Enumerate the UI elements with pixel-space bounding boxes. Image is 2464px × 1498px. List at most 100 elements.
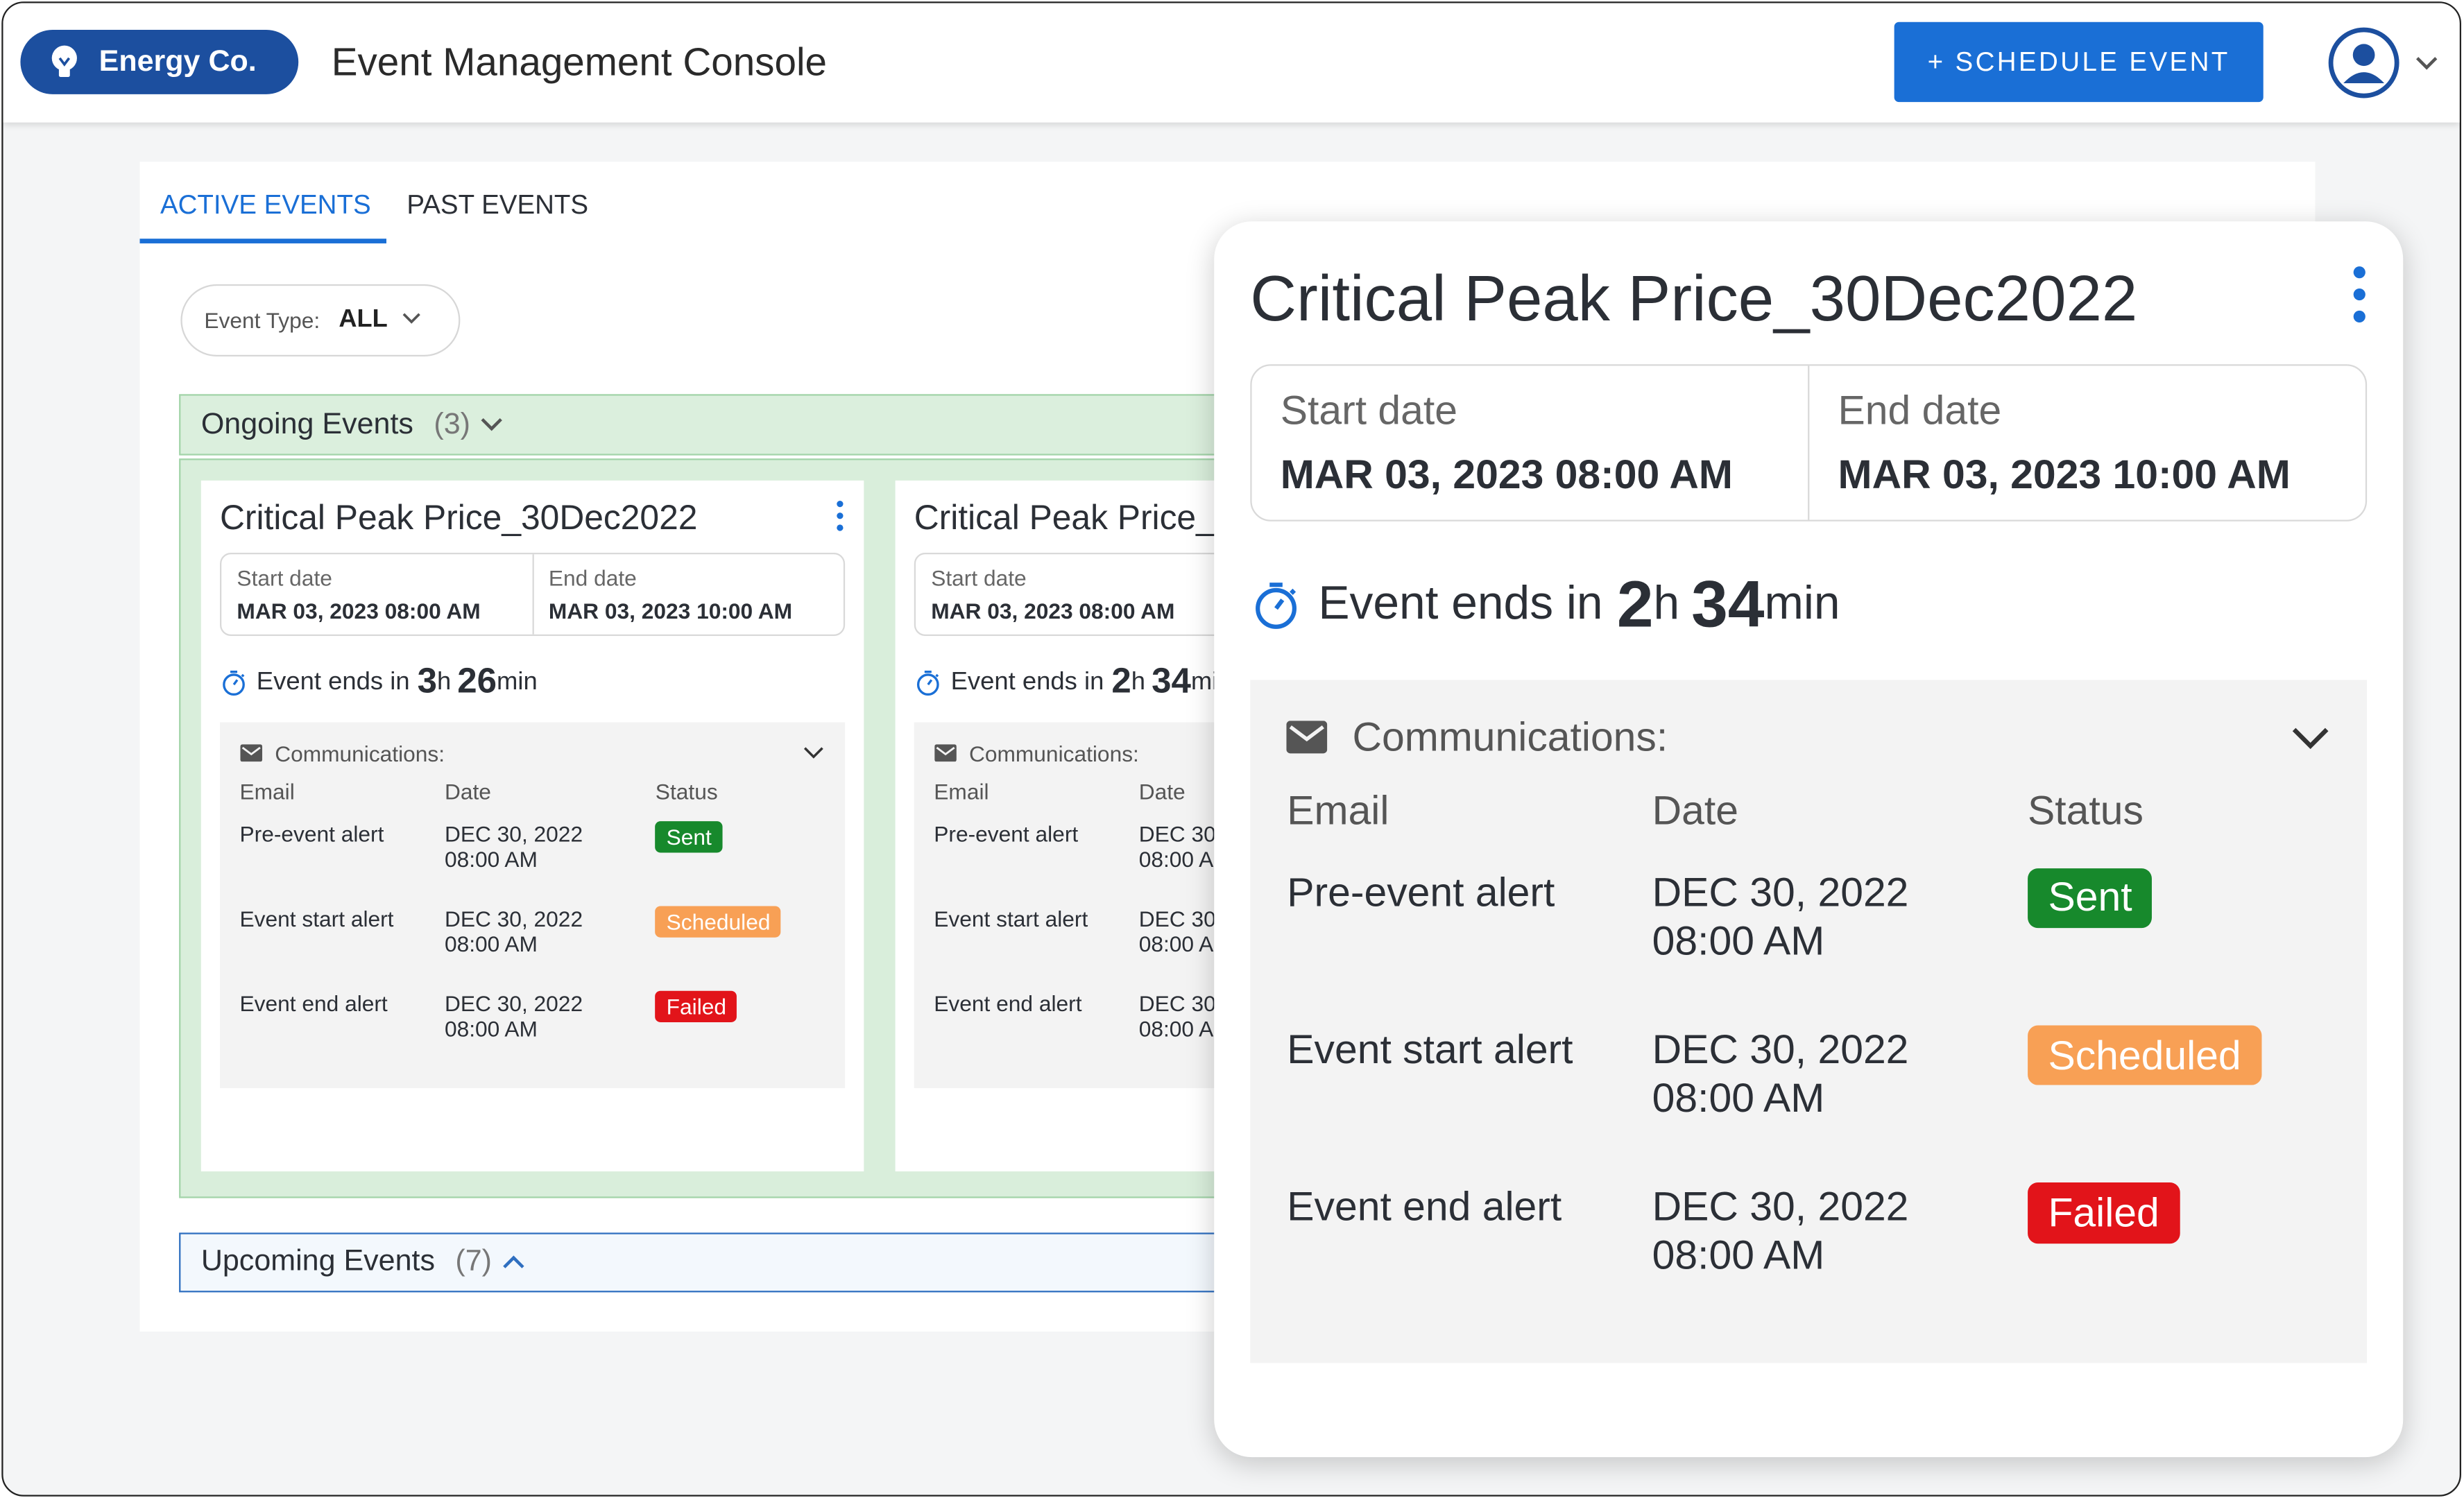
countdown: Event ends in 2 h 34 min bbox=[914, 662, 1539, 703]
column-header: Status bbox=[655, 778, 718, 804]
time: 08:00 AM bbox=[444, 1015, 538, 1041]
status-badge: Scheduled bbox=[655, 906, 782, 938]
status-badge: Sent bbox=[655, 821, 723, 854]
countdown-unit: min bbox=[1764, 578, 1840, 631]
group-count: (3) bbox=[434, 407, 470, 441]
timer-icon bbox=[914, 669, 951, 696]
time: 08:00 AM bbox=[1652, 1073, 1825, 1121]
send-date: DEC 30, 2022 08:00 AM bbox=[1652, 1182, 2028, 1339]
event-type-filter[interactable]: Event Type: ALL bbox=[180, 284, 461, 356]
date-label: End date bbox=[548, 566, 637, 592]
date-value: MAR 03, 2023 10:00 AM bbox=[1838, 449, 2291, 497]
schedule-button[interactable]: + SCHEDULE EVENT bbox=[1894, 21, 2264, 103]
status-cell: Failed bbox=[2028, 1182, 2330, 1339]
communications: Communications: Email Date Status Pre-event … bbox=[1250, 680, 2368, 1364]
date: DEC 30, 2022 bbox=[1652, 1024, 1909, 1072]
status-cell: Scheduled bbox=[2028, 1024, 2330, 1182]
communications-label: Communications: bbox=[968, 740, 1139, 766]
more-menu[interactable] bbox=[836, 499, 845, 537]
countdown-prefix: Event ends in bbox=[1318, 578, 1603, 631]
chevron bbox=[503, 1255, 524, 1268]
date-field: End date MAR 03, 2023 10:00 AM bbox=[1808, 366, 2365, 519]
date-box: Start date MAR 03, 2023 08:00 AM End date M… bbox=[219, 553, 846, 637]
date-value: MAR 03, 2023 08:00 AM bbox=[1280, 449, 1733, 497]
app-title: Event Management Console bbox=[331, 40, 828, 85]
date-value: MAR 03, 2023 10:00 AM bbox=[548, 599, 793, 624]
email-type: Event start alert bbox=[239, 906, 394, 931]
event-card: Critical Peak Price_30Dec2022 Start date M… bbox=[200, 480, 864, 1172]
communications-title: Communications: bbox=[1287, 713, 1668, 761]
timer-icon bbox=[1250, 580, 1318, 631]
card-header: Critical Peak Price_30Dec2022 bbox=[1250, 253, 2367, 347]
date: DEC 30, 2022 bbox=[1652, 1182, 1909, 1230]
countdown: Event ends in 3 h 26 min bbox=[220, 662, 845, 703]
date-value: MAR 03, 2023 08:00 AM bbox=[237, 599, 481, 624]
time: 08:00 AM bbox=[444, 846, 538, 872]
date-value: MAR 03, 2023 08:00 AM bbox=[931, 599, 1175, 624]
chevron bbox=[803, 746, 825, 759]
email-type: Event end alert bbox=[1287, 1182, 1562, 1230]
brand[interactable]: Energy Co. bbox=[20, 30, 299, 94]
email-type: Event start alert bbox=[1287, 1024, 1573, 1072]
communications-header[interactable]: Communications: bbox=[239, 740, 825, 766]
status-cell: Scheduled bbox=[655, 906, 825, 990]
communications-header[interactable]: Communications: bbox=[1287, 713, 2330, 761]
column-header: Date bbox=[1138, 778, 1186, 804]
status-cell: Failed bbox=[655, 990, 825, 1075]
communications-label: Communications: bbox=[1352, 713, 1668, 761]
date: DEC 30, 2022 bbox=[444, 990, 583, 1016]
card-header: Critical Peak Price_30Dec2022 bbox=[220, 493, 845, 544]
column-headers: Email Date Status bbox=[240, 779, 825, 804]
user-menu[interactable] bbox=[2328, 25, 2441, 101]
chevron bbox=[402, 313, 420, 324]
email-type: Pre-event alert bbox=[934, 821, 1079, 847]
email-type: Event end alert bbox=[934, 990, 1082, 1016]
countdown-unit: h bbox=[1131, 667, 1145, 696]
column-header: Email bbox=[934, 778, 989, 804]
send-date: DEC 30, 2022 08:00 AM bbox=[445, 821, 656, 906]
tab-active[interactable]: ACTIVE EVENTS bbox=[160, 189, 371, 220]
countdown-unit: h bbox=[436, 667, 452, 696]
tab[interactable]: PAST EVENTS bbox=[407, 189, 589, 220]
countdown-unit: min bbox=[497, 667, 538, 696]
chevron bbox=[2289, 725, 2330, 750]
status-cell: Sent bbox=[2028, 868, 2330, 1025]
date: DEC 30, 2022 bbox=[444, 821, 583, 847]
send-date: DEC 30, 2022 08:00 AM bbox=[1652, 868, 2028, 1025]
event-detail-popup: Critical Peak Price_30Dec2022 Start date M… bbox=[1214, 221, 2404, 1458]
brand-name: Energy Co. bbox=[99, 44, 257, 78]
group-label: Ongoing Events bbox=[200, 407, 413, 441]
filter-value: ALL bbox=[339, 306, 388, 334]
column-header: Date bbox=[1652, 786, 1738, 834]
communications-header[interactable]: Communications: bbox=[934, 741, 1519, 766]
countdown-hours: 2 bbox=[1111, 662, 1131, 701]
countdown-prefix: Event ends in bbox=[950, 667, 1104, 696]
date: DEC 30, 2022 bbox=[1652, 868, 1909, 915]
status-cell: Sent bbox=[655, 821, 825, 906]
group-count: (7) bbox=[455, 1245, 493, 1279]
countdown-unit: h bbox=[1653, 578, 1680, 631]
communications-label: Communications: bbox=[275, 740, 445, 766]
group-label: Upcoming Events bbox=[200, 1245, 435, 1279]
status-badge: Failed bbox=[2028, 1182, 2180, 1243]
time: 08:00 AM bbox=[1652, 1230, 1825, 1278]
countdown-prefix: Event ends in bbox=[256, 667, 410, 696]
column-header: Date bbox=[444, 778, 491, 804]
communications: Communications: Email Date Status Pre-event … bbox=[219, 723, 846, 1089]
send-date: DEC 30, 2022 08:00 AM bbox=[445, 990, 656, 1075]
date-box: Start date MAR 03, 2023 08:00 AM End date M… bbox=[1250, 365, 2368, 521]
date-label: End date bbox=[1838, 387, 2002, 435]
email-type: Event start alert bbox=[934, 906, 1088, 931]
tab-underline bbox=[139, 239, 386, 243]
countdown-minutes: 34 bbox=[1691, 567, 1765, 642]
more-menu[interactable] bbox=[2351, 264, 2368, 336]
date-field: Start date MAR 03, 2023 08:00 AM bbox=[221, 555, 531, 635]
countdown-minutes: 34 bbox=[1152, 662, 1191, 701]
communications-title: Communications: bbox=[934, 741, 1139, 766]
countdown-hours: 3 bbox=[417, 662, 437, 701]
email-type: Pre-event alert bbox=[239, 821, 384, 847]
